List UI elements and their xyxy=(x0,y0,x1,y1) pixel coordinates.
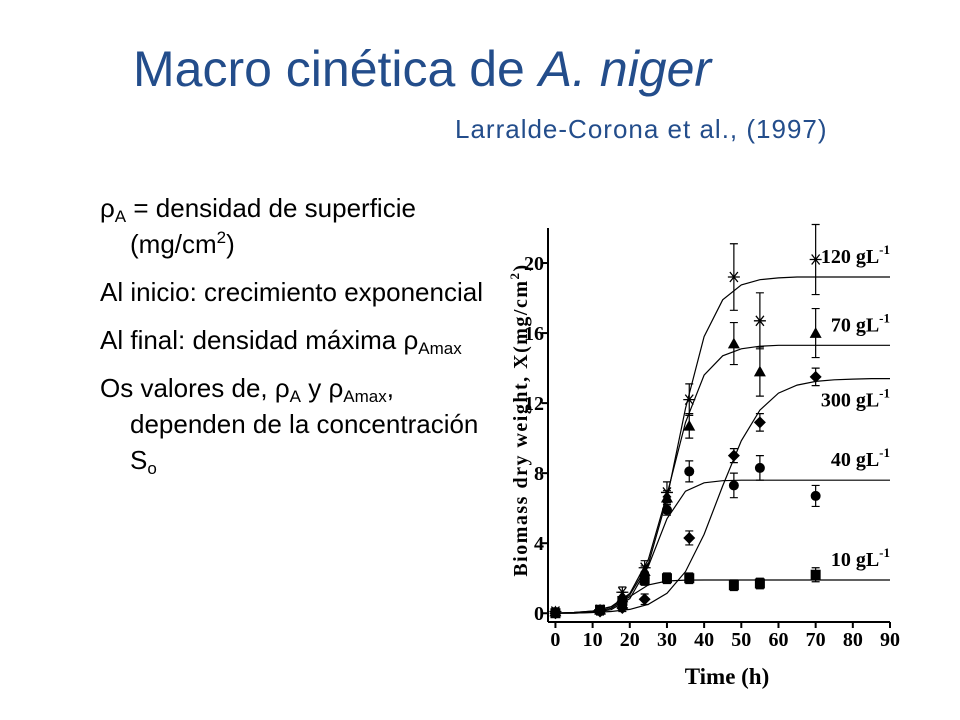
bullet-text: = densidad de superficie (mg/cm xyxy=(126,193,416,259)
y-axis-label-part: 2 xyxy=(507,272,522,280)
series-label-sup: -1 xyxy=(879,242,890,257)
x-tick-label: 70 xyxy=(806,629,826,651)
marker xyxy=(639,574,650,585)
marker xyxy=(684,573,695,584)
fit-curve xyxy=(555,579,890,614)
y-axis-label: Biomass dry weight, X(mg/cm2) xyxy=(507,263,532,576)
marker xyxy=(660,491,673,503)
marker xyxy=(638,593,651,606)
bullet-text: ρ xyxy=(100,193,115,223)
bullet-text: A xyxy=(114,207,127,226)
y-tick-label: 4 xyxy=(534,533,544,555)
series-label-sup: -1 xyxy=(879,310,890,325)
marker xyxy=(753,416,766,429)
marker xyxy=(810,569,821,580)
marker xyxy=(661,504,672,515)
x-tick-label: 90 xyxy=(880,629,900,651)
x-tick-label: 60 xyxy=(768,629,788,651)
bullet-text: A xyxy=(289,387,301,406)
bullet-text: o xyxy=(147,459,157,478)
y-tick-label: 16 xyxy=(524,323,544,345)
marker xyxy=(683,531,696,544)
x-tick-label: 0 xyxy=(550,629,560,651)
bullet: Al inicio: crecimiento exponencial xyxy=(100,274,485,310)
series-label-sup: -1 xyxy=(879,445,890,460)
x-tick-label: 40 xyxy=(694,629,714,651)
marker xyxy=(754,578,765,589)
marker xyxy=(754,462,765,473)
fit-curve xyxy=(555,344,890,614)
bullet-text: Al inicio: crecimiento exponencial xyxy=(100,277,483,307)
series-label: 10 gL-1 xyxy=(831,545,890,571)
marker xyxy=(728,480,739,491)
bullet: Al final: densidad máxima ρAmax xyxy=(100,322,485,358)
bullet: Os valores de, ρA y ρAmax, dependen de l… xyxy=(100,370,485,478)
bullet-text: y ρ xyxy=(301,373,344,403)
bullet-text: , dependen de la concentración S xyxy=(130,373,479,475)
marker xyxy=(753,365,766,377)
series-label-name: 120 gL xyxy=(821,246,879,268)
marker xyxy=(728,580,739,591)
y-tick-label: 12 xyxy=(524,393,544,415)
y-tick-label: 0 xyxy=(534,603,544,625)
y-axis-label-part: Biomass dry weight, X(mg/cm xyxy=(510,280,532,577)
x-tick-label: 30 xyxy=(657,629,677,651)
marker xyxy=(810,490,821,501)
series-label: 300 gL-1 xyxy=(821,386,890,412)
slide-subtitle: Larralde-Corona et al., (1997) xyxy=(455,114,828,144)
bullet-list: ρA = densidad de superficie (mg/cm2) Al i… xyxy=(100,190,485,490)
slide-title: Macro cinética de A. niger xyxy=(133,40,711,98)
marker xyxy=(683,394,696,406)
marker xyxy=(595,604,606,615)
series-label-name: 300 gL xyxy=(821,390,879,412)
series-label-name: 40 gL xyxy=(831,449,879,471)
fit-curve xyxy=(555,479,890,614)
title-italic: A. niger xyxy=(538,41,712,97)
marker xyxy=(809,254,822,265)
marker xyxy=(683,419,696,431)
bullet-text: 2 xyxy=(216,228,227,247)
bullet-text: ) xyxy=(226,229,235,259)
x-axis-label: Time (h) xyxy=(685,664,770,689)
bullet-text: Al final: densidad máxima ρ xyxy=(100,325,419,355)
x-tick-label: 80 xyxy=(843,629,863,651)
series-label-name: 10 gL xyxy=(831,549,879,571)
series-label-sup: -1 xyxy=(879,545,890,560)
bullet-text: Os valores de, ρ xyxy=(100,373,290,403)
x-tick-label: 20 xyxy=(620,629,640,651)
series-label: 40 gL-1 xyxy=(831,445,890,471)
marker xyxy=(661,573,672,584)
y-axis-label-part: ) xyxy=(510,263,532,271)
bullet-text: Amax xyxy=(343,387,387,406)
marker xyxy=(727,271,740,283)
y-tick-label: 20 xyxy=(524,253,544,275)
series-label-name: 70 gL xyxy=(831,314,879,336)
marker xyxy=(809,370,822,383)
series-label-sup: -1 xyxy=(879,386,890,401)
marker xyxy=(550,608,561,619)
x-tick-label: 50 xyxy=(731,629,751,651)
x-tick-label: 10 xyxy=(583,629,603,651)
marker xyxy=(684,466,695,477)
marker xyxy=(617,595,628,606)
fit-curve xyxy=(555,378,890,614)
marker xyxy=(727,337,740,349)
bullet-text: Amax xyxy=(418,339,462,358)
y-tick-label: 8 xyxy=(534,463,544,485)
marker xyxy=(809,327,822,338)
marker xyxy=(753,315,766,327)
marker xyxy=(727,449,740,462)
series-label: 120 gL-1 xyxy=(821,242,890,268)
series-label: 70 gL-1 xyxy=(831,310,890,336)
title-text: Macro cinética de xyxy=(133,41,539,97)
bullet: ρA = densidad de superficie (mg/cm2) xyxy=(100,190,485,262)
